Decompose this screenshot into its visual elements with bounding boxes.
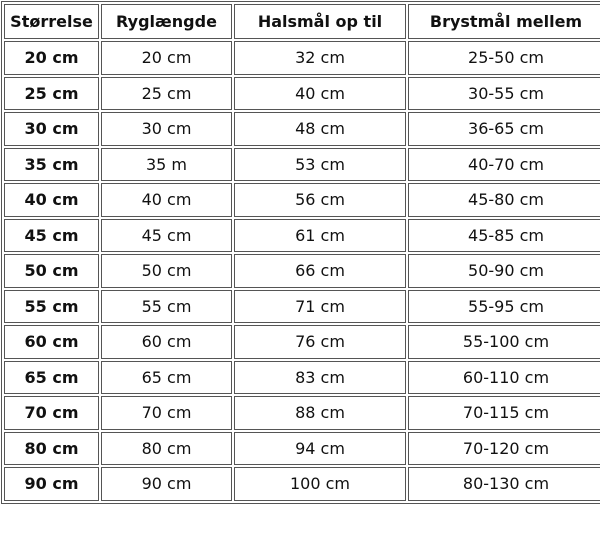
size-cell: 25 cm — [4, 76, 99, 110]
neck-size-cell: 32 cm — [234, 41, 406, 75]
neck-size-cell: 48 cm — [234, 112, 406, 146]
chest-size-cell: 80-130 cm — [408, 467, 600, 501]
back-length-cell: 45 cm — [101, 218, 232, 252]
table-row: 25 cm 25 cm 40 cm 30-55 cm — [4, 76, 600, 110]
header-chest-size: Brystmål mellem — [408, 4, 600, 39]
chest-size-cell: 70-115 cm — [408, 396, 600, 430]
table-header: Størrelse Ryglængde Halsmål op til Bryst… — [4, 4, 600, 39]
neck-size-cell: 100 cm — [234, 467, 406, 501]
size-cell: 60 cm — [4, 325, 99, 359]
chest-size-cell: 50-90 cm — [408, 254, 600, 288]
size-cell: 50 cm — [4, 254, 99, 288]
neck-size-cell: 88 cm — [234, 396, 406, 430]
neck-size-cell: 83 cm — [234, 360, 406, 394]
table-row: 65 cm 65 cm 83 cm 60-110 cm — [4, 360, 600, 394]
size-cell: 55 cm — [4, 289, 99, 323]
back-length-cell: 20 cm — [101, 41, 232, 75]
neck-size-cell: 61 cm — [234, 218, 406, 252]
size-cell: 35 cm — [4, 147, 99, 181]
size-cell: 80 cm — [4, 431, 99, 465]
table-row: 30 cm 30 cm 48 cm 36-65 cm — [4, 112, 600, 146]
table-row: 80 cm 80 cm 94 cm 70-120 cm — [4, 431, 600, 465]
chest-size-cell: 70-120 cm — [408, 431, 600, 465]
chest-size-cell: 25-50 cm — [408, 41, 600, 75]
neck-size-cell: 71 cm — [234, 289, 406, 323]
neck-size-cell: 53 cm — [234, 147, 406, 181]
back-length-cell: 60 cm — [101, 325, 232, 359]
table-row: 35 cm 35 m 53 cm 40-70 cm — [4, 147, 600, 181]
size-cell: 65 cm — [4, 360, 99, 394]
size-chart-table: Størrelse Ryglængde Halsmål op til Bryst… — [1, 1, 600, 504]
neck-size-cell: 56 cm — [234, 183, 406, 217]
header-neck-size: Halsmål op til — [234, 4, 406, 39]
back-length-cell: 80 cm — [101, 431, 232, 465]
table-row: 55 cm 55 cm 71 cm 55-95 cm — [4, 289, 600, 323]
chest-size-cell: 36-65 cm — [408, 112, 600, 146]
back-length-cell: 55 cm — [101, 289, 232, 323]
chest-size-cell: 45-80 cm — [408, 183, 600, 217]
back-length-cell: 25 cm — [101, 76, 232, 110]
neck-size-cell: 66 cm — [234, 254, 406, 288]
table-row: 50 cm 50 cm 66 cm 50-90 cm — [4, 254, 600, 288]
header-size: Størrelse — [4, 4, 99, 39]
back-length-cell: 35 m — [101, 147, 232, 181]
chest-size-cell: 60-110 cm — [408, 360, 600, 394]
back-length-cell: 90 cm — [101, 467, 232, 501]
chest-size-cell: 45-85 cm — [408, 218, 600, 252]
size-cell: 40 cm — [4, 183, 99, 217]
back-length-cell: 50 cm — [101, 254, 232, 288]
table-row: 45 cm 45 cm 61 cm 45-85 cm — [4, 218, 600, 252]
size-cell: 90 cm — [4, 467, 99, 501]
table-row: 60 cm 60 cm 76 cm 55-100 cm — [4, 325, 600, 359]
neck-size-cell: 94 cm — [234, 431, 406, 465]
chest-size-cell: 40-70 cm — [408, 147, 600, 181]
size-cell: 30 cm — [4, 112, 99, 146]
table-row: 90 cm 90 cm 100 cm 80-130 cm — [4, 467, 600, 501]
table-body: 20 cm 20 cm 32 cm 25-50 cm 25 cm 25 cm 40 cm 30… — [4, 41, 600, 501]
neck-size-cell: 76 cm — [234, 325, 406, 359]
table-row: 40 cm 40 cm 56 cm 45-80 cm — [4, 183, 600, 217]
size-cell: 45 cm — [4, 218, 99, 252]
table-row: 70 cm 70 cm 88 cm 70-115 cm — [4, 396, 600, 430]
neck-size-cell: 40 cm — [234, 76, 406, 110]
chest-size-cell: 55-100 cm — [408, 325, 600, 359]
chest-size-cell: 30-55 cm — [408, 76, 600, 110]
header-back-length: Ryglængde — [101, 4, 232, 39]
back-length-cell: 70 cm — [101, 396, 232, 430]
size-cell: 20 cm — [4, 41, 99, 75]
table-row: 20 cm 20 cm 32 cm 25-50 cm — [4, 41, 600, 75]
back-length-cell: 40 cm — [101, 183, 232, 217]
header-row: Størrelse Ryglængde Halsmål op til Bryst… — [4, 4, 600, 39]
size-cell: 70 cm — [4, 396, 99, 430]
back-length-cell: 65 cm — [101, 360, 232, 394]
chest-size-cell: 55-95 cm — [408, 289, 600, 323]
back-length-cell: 30 cm — [101, 112, 232, 146]
